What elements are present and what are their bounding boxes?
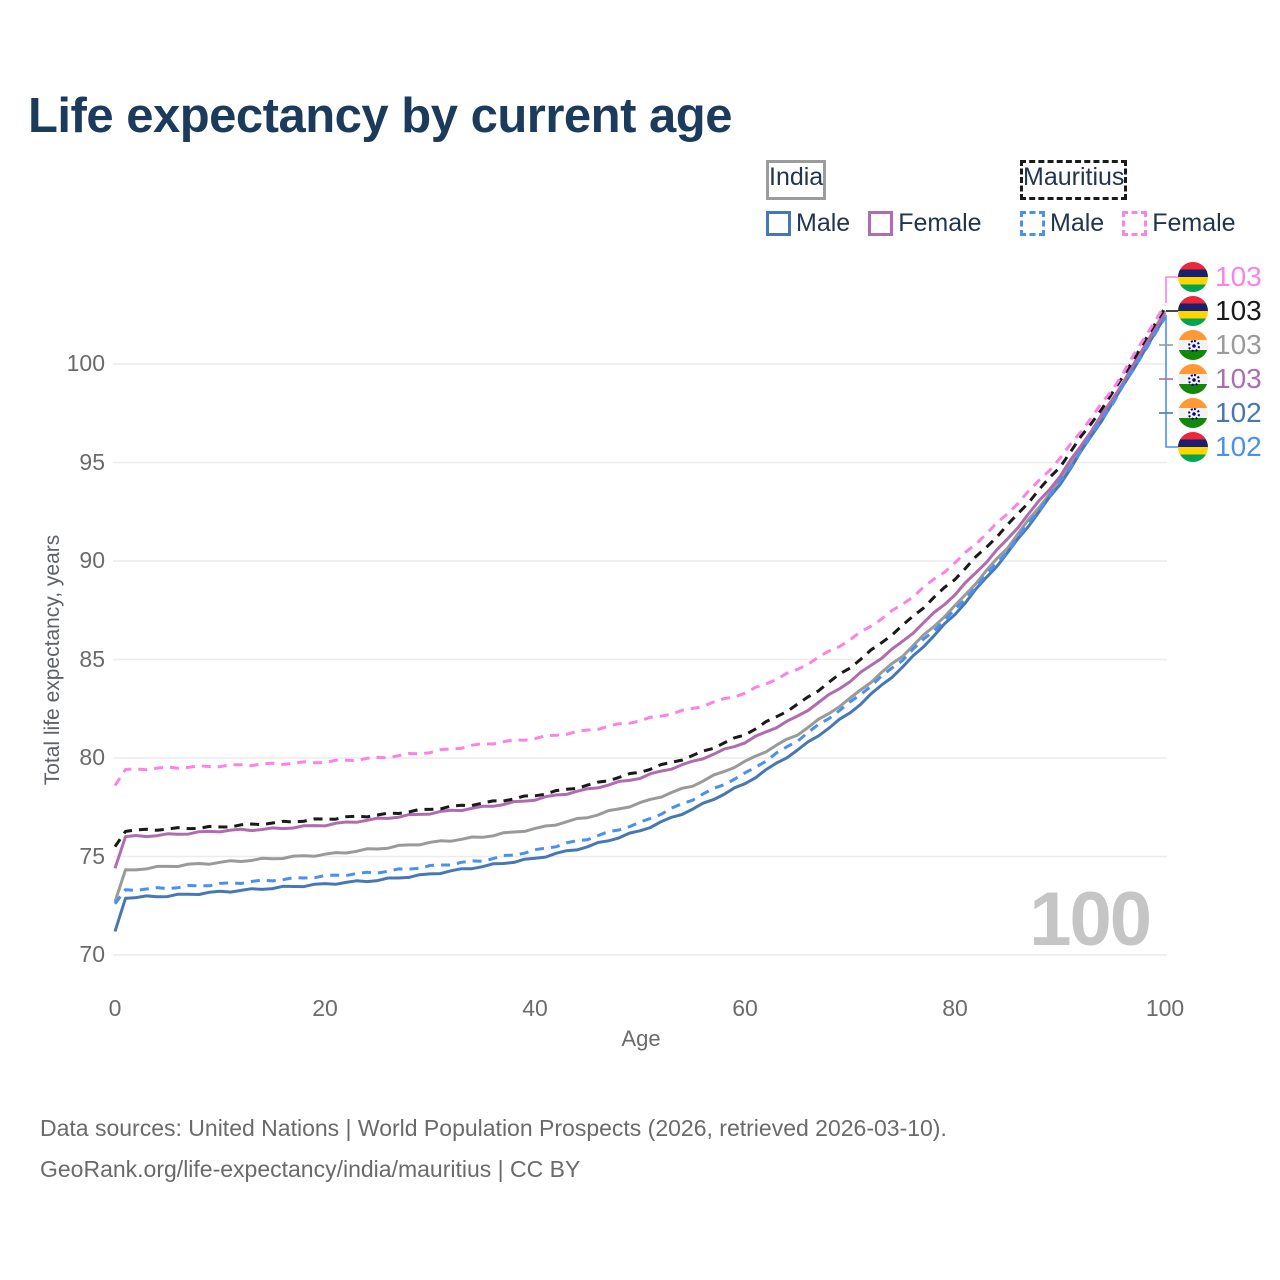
end-value: 103: [1215, 363, 1262, 394]
y-tick: 90: [79, 547, 105, 573]
legend-group-india-title: India: [766, 160, 827, 200]
legend-swatch-mauritius-female[interactable]: [1122, 211, 1148, 236]
y-tick: 95: [79, 449, 105, 475]
legend-group-mauritius: Mauritius Male Female: [1020, 160, 1236, 238]
age-counter-watermark: 100: [1029, 877, 1152, 962]
legend-label-mauritius-male: Male: [1050, 209, 1105, 237]
end-label-india-all: 103: [1178, 329, 1262, 361]
end-value: 103: [1215, 295, 1262, 326]
x-tick: 80: [942, 995, 968, 1021]
x-tick: 0: [108, 995, 122, 1021]
y-axis-title: Total life expectancy, years: [41, 534, 64, 786]
y-tick: 75: [79, 843, 105, 869]
legend-group-mauritius-title: Mauritius: [1020, 160, 1128, 200]
y-tick: 80: [79, 744, 105, 770]
x-tick: 40: [522, 995, 548, 1021]
end-value: 102: [1215, 397, 1262, 428]
mauritius-flag-icon: [1178, 262, 1208, 292]
x-tick: 60: [732, 995, 758, 1021]
end-label-mauritius-female: 103: [1178, 261, 1262, 293]
x-axis-title: Age: [621, 1026, 661, 1051]
y-tick: 100: [66, 350, 105, 376]
end-label-mauritius-all: 103: [1178, 295, 1262, 327]
page-title: Life expectancy by current age: [28, 89, 732, 143]
india-flag-icon: [1178, 364, 1208, 394]
footer-link: GeoRank.org/life-expectancy/india/maurit…: [40, 1156, 581, 1182]
legend-label-india-female: Female: [898, 209, 982, 237]
legend-swatch-mauritius-male[interactable]: [1020, 211, 1045, 236]
footer: Data sources: United Nations | World Pop…: [40, 1108, 947, 1190]
india-flag-icon: [1178, 398, 1208, 428]
legend-group-india: India Male Female: [766, 160, 982, 238]
end-label-india-female: 103: [1178, 363, 1262, 395]
mauritius-flag-icon: [1178, 296, 1208, 326]
footer-sources: Data sources: United Nations | World Pop…: [40, 1115, 947, 1141]
legend-swatch-india-male[interactable]: [766, 211, 791, 236]
legend-swatch-india-female[interactable]: [868, 211, 894, 236]
x-tick: 20: [312, 995, 338, 1021]
end-value: 103: [1215, 329, 1262, 360]
end-value: 103: [1215, 261, 1262, 292]
india-flag-icon: [1178, 330, 1208, 360]
y-tick: 70: [79, 941, 105, 967]
legend-label-india-male: Male: [796, 209, 851, 237]
end-label-mauritius-male: 102: [1178, 431, 1262, 463]
end-value: 102: [1215, 431, 1262, 462]
x-tick: 100: [1145, 995, 1185, 1021]
legend-label-mauritius-female: Female: [1152, 209, 1236, 237]
y-tick: 85: [79, 646, 105, 672]
end-label-india-male: 102: [1178, 397, 1262, 429]
mauritius-flag-icon: [1178, 432, 1208, 462]
